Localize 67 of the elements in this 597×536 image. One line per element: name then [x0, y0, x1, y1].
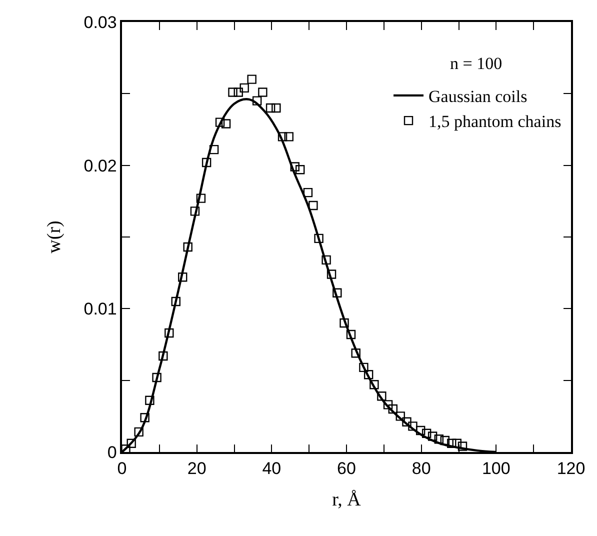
- point: [314, 234, 324, 244]
- point: [416, 426, 426, 436]
- point: [171, 296, 180, 306]
- point: [364, 370, 374, 380]
- y-tick-label: 0.02: [84, 156, 117, 176]
- point: [428, 432, 438, 441]
- point: [408, 422, 418, 431]
- point: [290, 162, 300, 172]
- point: [196, 194, 206, 203]
- point: [221, 119, 231, 128]
- point: [266, 103, 276, 113]
- point: [359, 362, 368, 372]
- point: [215, 118, 225, 127]
- point: [458, 442, 468, 451]
- x-tick-label: 40: [262, 459, 282, 478]
- point: [340, 318, 349, 328]
- point: [252, 96, 262, 106]
- point: [209, 144, 219, 154]
- point: [434, 434, 444, 444]
- point: [377, 392, 386, 401]
- point: [308, 200, 318, 210]
- point: [178, 272, 188, 282]
- point: [247, 74, 256, 84]
- point: [332, 288, 342, 298]
- x-tick-label: 80: [412, 459, 431, 478]
- point: [422, 428, 432, 438]
- point: [284, 132, 294, 142]
- point: [440, 436, 450, 446]
- legend-label: 1,5 phantom chains: [428, 112, 562, 132]
- point: [234, 88, 243, 97]
- point: [346, 330, 356, 340]
- point: [152, 372, 162, 382]
- point: [326, 270, 336, 279]
- annotation: n = 100: [450, 54, 502, 73]
- x-tick-label: 20: [187, 459, 206, 478]
- y-tick-label: 0.03: [84, 12, 117, 32]
- point: [228, 88, 238, 97]
- point: [396, 412, 405, 421]
- point: [278, 132, 288, 142]
- point: [202, 158, 212, 168]
- point: [145, 396, 154, 405]
- point: [351, 348, 360, 358]
- point: [134, 427, 144, 437]
- point: [272, 103, 281, 113]
- x-tick-label: 120: [556, 459, 586, 478]
- point: [164, 328, 174, 338]
- point: [183, 242, 192, 252]
- point: [158, 351, 168, 361]
- point: [190, 206, 200, 216]
- y-axis-title: w(r): [44, 220, 66, 254]
- y-tick-label: 0: [107, 442, 117, 462]
- x-tick-label: 100: [482, 459, 510, 478]
- point: [402, 417, 412, 426]
- point: [296, 165, 305, 174]
- x-axis-title: r, Å: [332, 489, 362, 510]
- point: [240, 83, 249, 93]
- point: [388, 404, 398, 414]
- point: [303, 188, 313, 198]
- point: [322, 255, 331, 265]
- legend-label: Gaussian coils: [428, 87, 528, 106]
- point: [140, 413, 150, 422]
- x-tick-label: 60: [337, 459, 356, 478]
- point: [383, 400, 393, 410]
- point: [258, 88, 268, 97]
- point: [370, 380, 379, 390]
- y-tick-label: 0.01: [84, 300, 117, 319]
- point: [126, 438, 136, 448]
